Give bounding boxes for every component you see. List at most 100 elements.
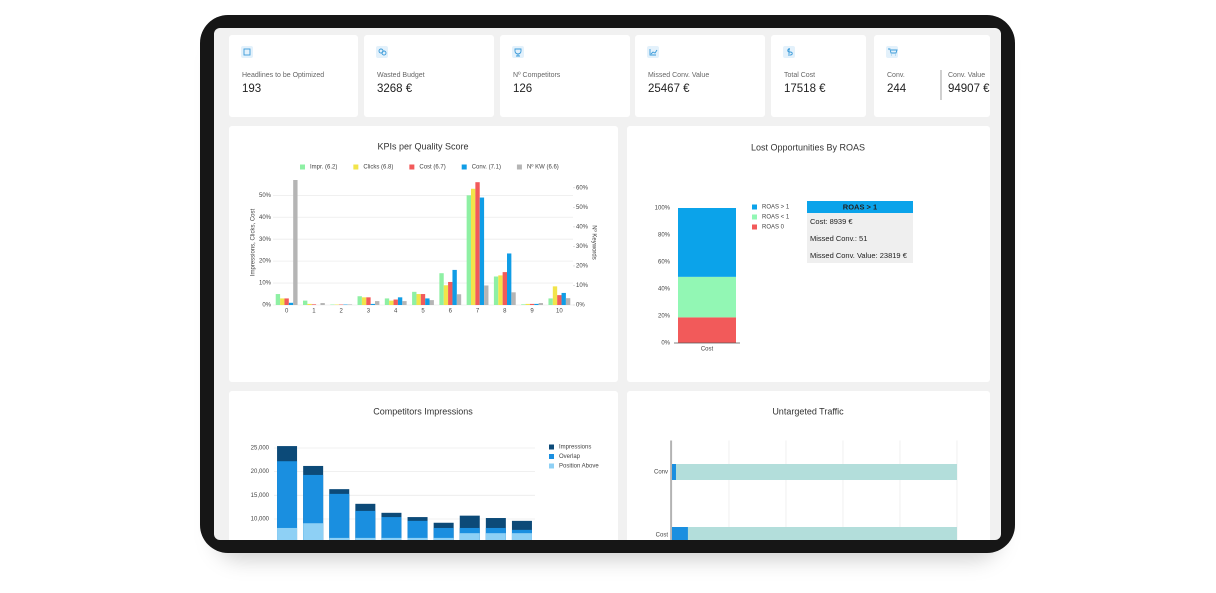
chart-title: Competitors Impressions [373,406,473,416]
tooltip-line: Missed Conv. Value: 23819 € [810,251,908,260]
legend-label: Impressions [559,445,591,451]
bar [672,464,676,480]
bar [384,298,390,305]
y2-axis-title: Nº Keywords [590,225,597,260]
y2-tick-label: 30% [576,244,589,250]
y2-tick-label: 20% [576,264,589,270]
x-tick-label: 0 [285,309,289,315]
bar [433,527,454,540]
legend-swatch [409,164,415,170]
kpi-value: 244 [887,83,907,95]
bar [521,304,526,305]
icon [241,46,253,58]
kpi-card [874,35,990,117]
bar [361,297,367,305]
bar [293,180,298,305]
bar [502,272,507,305]
tooltip-title: ROAS > 1 [843,202,877,211]
x-tick-label: 10 [556,309,563,315]
x-tick-label: 6 [449,309,453,315]
y-tick-label: 15,000 [251,493,270,499]
bar [277,527,298,540]
bar [375,301,380,305]
bar [466,195,471,305]
y-tick-label: 10% [259,281,272,287]
bar [370,303,375,305]
legend-swatch [300,164,305,170]
legend-swatch [549,444,554,450]
legend-swatch [353,164,359,170]
y-axis-title: Impressions, Clicks, Cost [251,208,257,276]
y-tick-label: 0% [262,303,271,309]
bar [672,527,688,540]
bar [355,510,376,540]
icon-glyph [243,48,251,56]
kpi-label: Total Cost [784,72,815,79]
chart-title: KPIs per Quality Score [377,141,468,151]
bar [420,294,426,305]
bar [429,300,434,305]
bar [456,294,462,305]
kpi-label: Conv. [887,72,905,79]
y2-tick-label: 60% [576,185,589,191]
bar [307,303,312,305]
bar [425,298,430,305]
bar [443,285,449,305]
bar [479,197,485,305]
bar [565,298,571,305]
x-tick-label: 9 [530,309,534,315]
bar [389,300,394,305]
bar [511,533,532,540]
kpi-value: 94907 € [948,83,990,95]
x-tick-label: 4 [394,309,398,315]
y-tick-label: 40% [259,215,272,221]
legend-label: ROAS < 1 [762,215,790,221]
kpi-icon-glyphs [243,48,898,57]
x-tick-label: 8 [503,309,507,315]
bar [320,303,325,305]
y-tick-label: 10,000 [251,517,270,523]
bar [448,281,453,305]
bar [678,276,736,318]
bar [280,298,285,305]
kpi-value: 193 [242,83,261,95]
y-tick-label: 20% [259,259,272,265]
bar [381,537,402,540]
legend-label: Impr. (6.2) [310,165,337,171]
bar [548,298,553,305]
bar [357,296,362,305]
y2-tick-label: 10% [576,283,589,289]
bar [498,275,503,305]
kpi-card [500,35,630,117]
y2-tick-label: 40% [576,224,589,230]
bar [303,300,308,305]
bar [507,253,512,305]
bar [284,298,289,305]
kpi-label: Missed Conv. Value [648,72,709,79]
bar [311,304,317,305]
icon-glyph [888,48,898,56]
bar [355,537,376,540]
bar [275,294,281,305]
bar [475,182,480,305]
bar [329,493,350,540]
legend-label: Position Above [559,464,599,470]
y-tick-label: 100% [655,206,671,212]
x-tick-label: 7 [476,309,480,315]
x-tick-label: 3 [367,309,371,315]
bar [433,537,454,540]
bar [552,286,558,305]
kpi-value: 126 [513,83,532,95]
tooltip-line: Missed Conv.: 51 [810,234,867,243]
bar [678,208,736,277]
kpi-card [364,35,494,117]
bar [675,464,957,480]
y-tick-label: 80% [658,233,671,239]
y2-tick-label: 0% [576,303,585,309]
bar [561,292,566,305]
bar [397,297,403,305]
kpi-label: Headlines to be Optimized [242,72,324,79]
bar [366,297,371,305]
x-tick-label: 1 [312,309,316,315]
